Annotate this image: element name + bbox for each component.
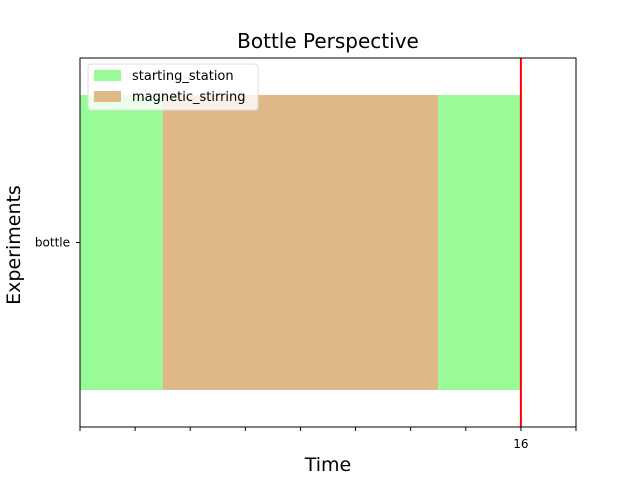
y-axis-label: Experiments — [3, 185, 25, 305]
legend-label-starting-station: starting_station — [132, 69, 234, 84]
bar-segment-starting-station — [438, 95, 521, 390]
chart-title: Bottle Perspective — [237, 29, 419, 53]
legend-swatch-starting-station — [94, 70, 121, 81]
x-axis-label: Time — [304, 454, 352, 476]
x-tick-label: 16 — [513, 437, 528, 451]
plot-area — [80, 58, 522, 427]
bar-segment-magnetic-stirring — [162, 95, 439, 390]
bar-segment-starting-station — [80, 95, 163, 390]
legend: starting_station magnetic_stirring — [87, 63, 259, 111]
y-axis: bottle — [35, 236, 80, 250]
legend-box — [87, 63, 259, 111]
x-axis: 16 — [79, 427, 577, 451]
y-tick-label: bottle — [35, 236, 70, 250]
legend-label-magnetic-stirring: magnetic_stirring — [132, 90, 246, 105]
legend-swatch-magnetic-stirring — [94, 91, 121, 102]
